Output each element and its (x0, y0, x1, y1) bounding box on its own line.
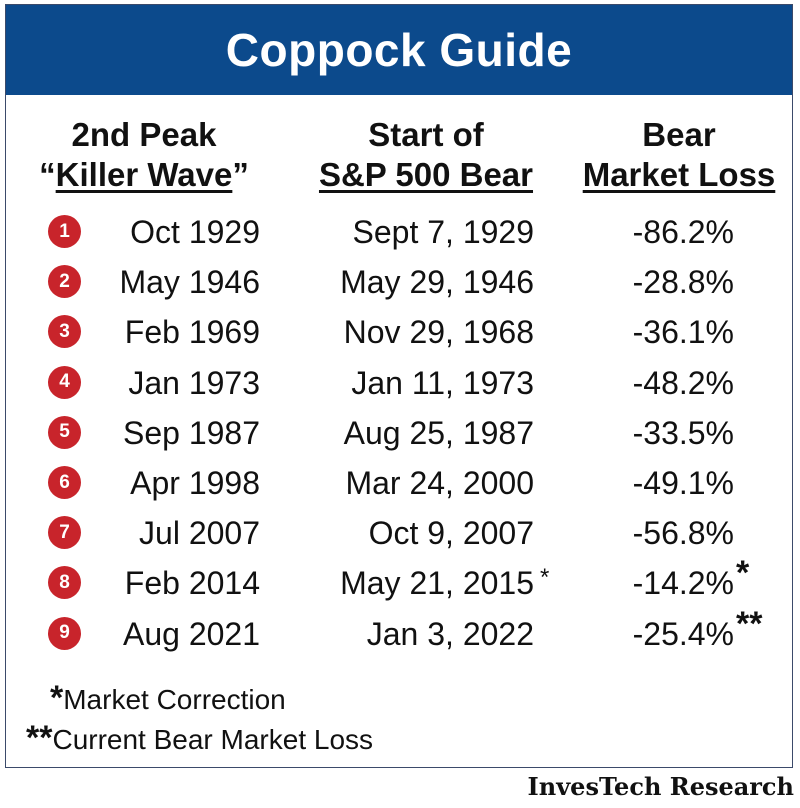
bear-loss-cell: -33.5% (632, 414, 734, 451)
column-header-loss: Bear Market Loss (566, 115, 792, 195)
peak-date-cell: Jan 1973 (128, 364, 260, 401)
row-number-badge: 1 (48, 215, 81, 248)
bear-start-cell: Oct 9, 2007 (368, 515, 534, 552)
peak-date-cell: Apr 1998 (130, 465, 260, 501)
column-header-start-line1: Start of (368, 116, 484, 153)
bear-loss-cell: -86.2% (632, 214, 734, 250)
peak-date-cell: Sep 1987 (122, 414, 260, 451)
table-row: 8 Feb 2014 May 21, 2015 -14.2% * * (6, 554, 792, 610)
bear-start-cell: May 29, 1946 (340, 264, 534, 301)
killer-wave-label: Killer Wave (55, 156, 233, 193)
loss-asterisk: * (736, 554, 750, 593)
bear-loss-cell: -36.1% (632, 314, 734, 351)
table-row: 9 Aug 2021 Jan 3, 2022 -25.4% ** (6, 605, 792, 661)
bear-loss-cell: -48.2% (632, 364, 734, 401)
bear-start-cell: May 21, 2015 (340, 565, 534, 602)
peak-date-cell: Feb 1969 (124, 314, 260, 351)
bear-loss-cell: -25.4% (632, 615, 734, 652)
table-frame: Coppock Guide 2nd Peak “Killer Wave” Sta… (5, 4, 793, 768)
footnote-current: **Current Bear Market Loss (26, 721, 373, 757)
row-number-badge: 2 (48, 265, 81, 299)
column-header-peak-line1: 2nd Peak (71, 116, 217, 153)
table-row: 6 Apr 1998 Mar 24, 2000 -49.1% (6, 460, 792, 510)
table-row: 5 Sep 1987 Aug 25, 1987 -33.5% (6, 410, 792, 460)
correction-asterisk: * (540, 564, 550, 592)
peak-date-cell: May 1946 (119, 264, 260, 301)
table-row: 2 May 1946 May 29, 1946 -28.8% (6, 259, 792, 309)
bear-start-cell: Mar 24, 2000 (345, 465, 534, 501)
peak-date-cell: Aug 2021 (122, 615, 260, 652)
open-quote: “ (39, 156, 56, 193)
title-bar: Coppock Guide (6, 5, 792, 95)
bear-start-cell: Aug 25, 1987 (343, 414, 534, 451)
table-row: 3 Feb 1969 Nov 29, 1968 -36.1% (6, 309, 792, 359)
peak-date-cell: Oct 1929 (130, 214, 260, 250)
column-header-peak-line2: “Killer Wave” (28, 155, 260, 195)
bear-loss-cell: -14.2% (632, 565, 734, 602)
bear-start-cell: Nov 29, 1968 (343, 314, 534, 351)
footnote-mark: * (50, 679, 64, 717)
row-number-badge: 8 (48, 566, 81, 600)
peak-date-cell: Feb 2014 (124, 565, 260, 602)
column-header-start: Start of S&P 500 Bear (296, 115, 556, 195)
row-number-badge: 5 (48, 415, 81, 449)
row-number-badge: 7 (48, 516, 81, 550)
bear-loss-cell: -56.8% (632, 515, 734, 552)
column-header-start-line2: S&P 500 Bear (318, 156, 534, 193)
row-number-badge: 9 (48, 616, 81, 650)
table-row: 1 Oct 1929 Sept 7, 1929 -86.2% (6, 209, 792, 259)
bear-start-cell: Jan 3, 2022 (366, 615, 534, 652)
row-number-badge: 3 (48, 315, 81, 349)
bear-loss-cell: -49.1% (632, 465, 734, 501)
footnote-text: Current Bear Market Loss (52, 724, 374, 755)
column-header-loss-line1: Bear (642, 116, 716, 153)
page-title: Coppock Guide (225, 24, 573, 76)
table-row: 4 Jan 1973 Jan 11, 1973 -48.2% (6, 360, 792, 410)
column-header-loss-line2: Market Loss (582, 156, 776, 193)
footnote-correction: *Market Correction (50, 681, 286, 717)
loss-asterisk: ** (736, 604, 763, 643)
column-header-peak: 2nd Peak “Killer Wave” (28, 115, 260, 195)
bear-start-cell: Jan 11, 1973 (351, 364, 534, 401)
bear-loss-cell: -28.8% (632, 264, 734, 301)
row-number-badge: 6 (48, 466, 81, 499)
source-credit: InvesTech Research (527, 772, 794, 801)
close-quote: ” (232, 156, 249, 193)
table-row: 7 Jul 2007 Oct 9, 2007 -56.8% (6, 510, 792, 560)
peak-date-cell: Jul 2007 (139, 515, 260, 552)
row-number-badge: 4 (48, 365, 81, 399)
footnote-text: Market Correction (63, 684, 286, 715)
footnote-mark: ** (26, 719, 53, 757)
bear-start-cell: Sept 7, 1929 (352, 214, 534, 250)
